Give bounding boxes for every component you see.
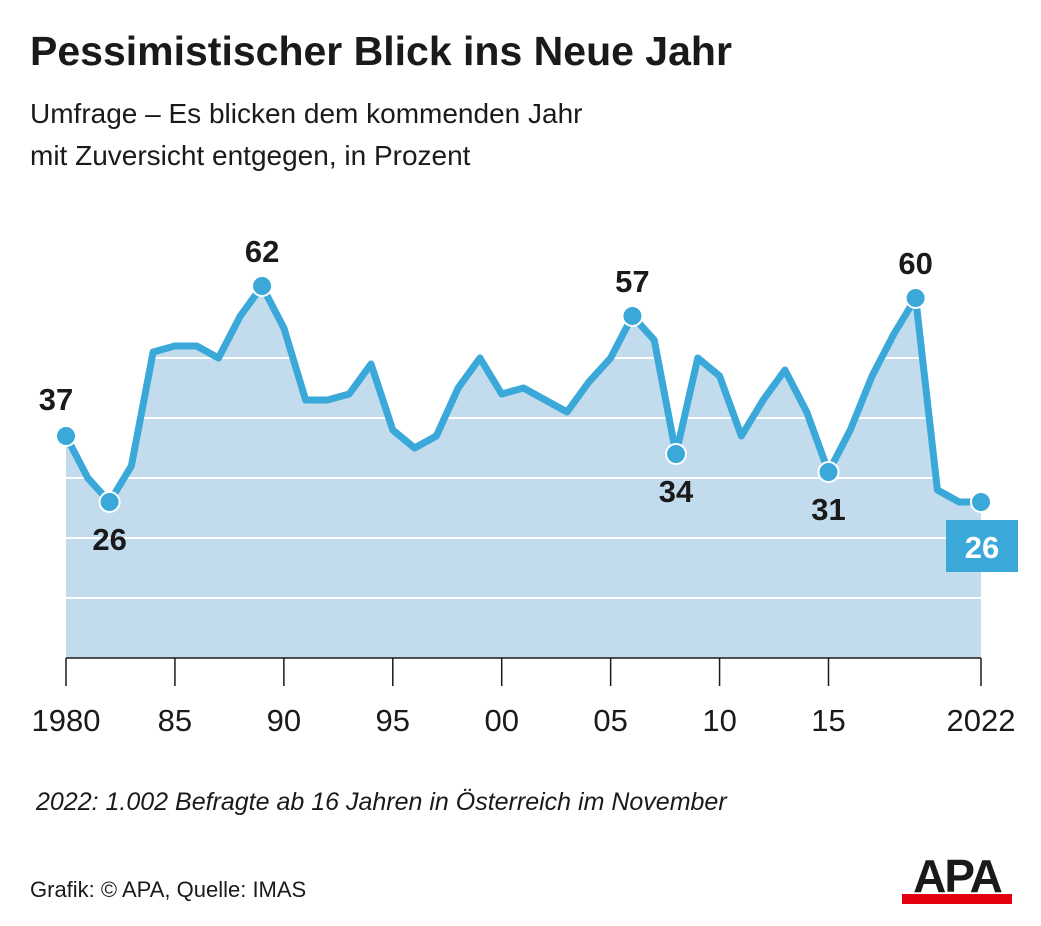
data-point-marker [970,491,992,513]
data-label: 57 [615,264,649,299]
subtitle-line-2: mit Zuversicht entgegen, in Prozent [30,140,471,171]
x-tick-label: 1980 [32,703,101,738]
x-tick-label: 00 [484,703,518,738]
svg-text:APA: APA [913,852,1001,902]
data-point-marker [817,461,840,483]
apa-logo: APA [902,852,1012,904]
data-point-marker [98,491,121,513]
data-point-marker [55,425,77,447]
data-label: 26 [965,530,999,565]
data-label: 34 [659,474,694,509]
highlight-label-box [946,520,1018,572]
data-label: 60 [898,246,932,281]
data-label: 26 [92,522,126,557]
line-chart: 1980 85 90 95 00 05 10 15 2022 37 26 62 57 34 31 60 26 [32,234,1018,738]
x-tick-label: 90 [267,703,301,738]
data-label: 31 [811,492,845,527]
subtitle-line-1: Umfrage – Es blicken dem kommenden Jahr [30,98,583,129]
data-point-marker [251,275,274,297]
data-point-marker [665,443,687,465]
data-label: 62 [245,234,279,269]
chart-title: Pessimistischer Blick ins Neue Jahr [30,28,732,74]
x-tick-label: 95 [376,703,410,738]
data-point-marker [904,287,927,309]
footnote: 2022: 1.002 Befragte ab 16 Jahren in Öst… [36,788,727,816]
area-fill [66,286,981,658]
x-tick-label: 85 [158,703,192,738]
x-tick-label: 05 [593,703,627,738]
x-tick-label: 10 [702,703,736,738]
source-credit: Grafik: © APA, Quelle: IMAS [30,877,307,902]
data-label: 37 [39,382,73,417]
data-point-marker [621,305,644,327]
x-tick-label: 15 [811,703,845,738]
x-tick-label: 2022 [947,703,1016,738]
